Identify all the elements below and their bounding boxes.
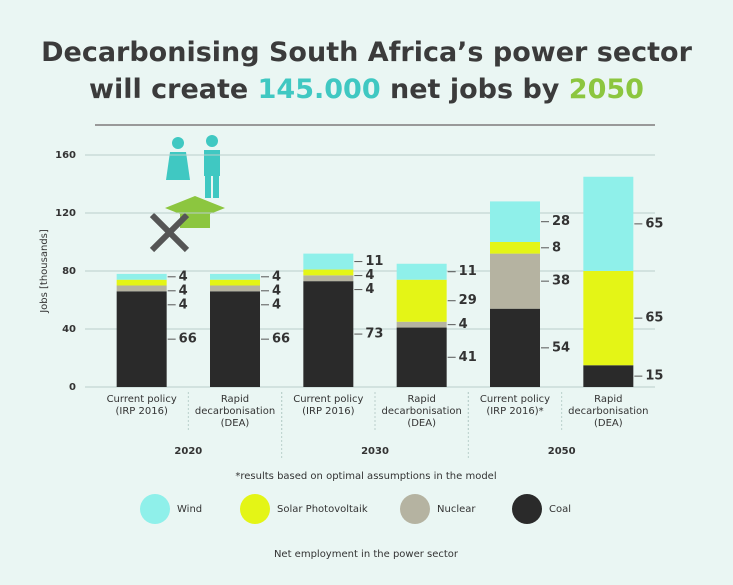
- bar-segment: [396, 263, 447, 280]
- bar-segment: [396, 279, 447, 322]
- bar-segment: [303, 269, 354, 276]
- y-tick-label: 160: [55, 150, 76, 161]
- x-tick-label: (IRP 2016): [302, 406, 354, 417]
- value-label: 15: [645, 369, 663, 384]
- title-line: Decarbonising South Africa’s power secto…: [41, 37, 692, 68]
- value-label: 28: [552, 214, 570, 229]
- title-highlight: 145.000: [257, 74, 381, 105]
- x-tick-label: (DEA): [221, 418, 250, 429]
- title-line: will create 145.000 net jobs by 2050: [0, 71, 733, 108]
- footnote: *results based on optimal assumptions in…: [235, 471, 496, 482]
- value-label: 4: [365, 282, 374, 297]
- value-label: 66: [179, 332, 197, 347]
- value-label: 38: [552, 274, 570, 289]
- value-label: 4: [365, 268, 374, 283]
- value-label: 73: [365, 327, 383, 342]
- bar-segment: [490, 201, 540, 242]
- bar-segment: [116, 279, 167, 286]
- y-tick-label: 120: [55, 208, 76, 219]
- bar-segment: [490, 242, 540, 254]
- title-part: will create: [89, 74, 249, 105]
- bar-segment: [303, 253, 354, 270]
- bar-segment: [583, 365, 634, 387]
- legend-label: Wind: [177, 504, 202, 515]
- x-tick-label: (DEA): [407, 418, 436, 429]
- illustration: [149, 135, 225, 253]
- y-tick-label: 0: [69, 382, 76, 393]
- legend-icon: [240, 494, 270, 524]
- legend-label: Coal: [549, 504, 571, 515]
- x-tick-label: Rapid: [221, 394, 249, 405]
- bar-segment: [303, 281, 354, 387]
- value-label: 4: [179, 297, 188, 312]
- value-label: 41: [459, 350, 477, 365]
- caption: Net employment in the power sector: [274, 549, 459, 560]
- legend-label: Nuclear: [437, 504, 476, 515]
- legend-icon: [512, 494, 542, 524]
- bar-segment: [303, 275, 354, 282]
- x-tick-label: (IRP 2016)*: [486, 406, 543, 417]
- title-part: net jobs by: [390, 74, 560, 105]
- y-tick-label: 80: [62, 266, 76, 277]
- x-tick-label: Current policy: [107, 394, 177, 405]
- x-tick-label: decarbonisation: [382, 406, 462, 417]
- group-label: 2020: [174, 446, 202, 457]
- bar-segment: [116, 291, 167, 387]
- bar-segment: [116, 285, 167, 292]
- value-label: 65: [645, 311, 663, 326]
- bar-segment: [210, 285, 260, 292]
- x-tick-label: Rapid: [407, 394, 435, 405]
- x-tick-label: (IRP 2016): [115, 406, 167, 417]
- bar-segment: [116, 273, 167, 280]
- value-label: 54: [552, 340, 570, 355]
- y-tick-label: 40: [62, 324, 76, 335]
- value-label: 65: [645, 216, 663, 231]
- group-label: 2050: [548, 446, 576, 457]
- legend-icon: [400, 494, 430, 524]
- bar-segment: [583, 271, 634, 366]
- x-tick-label: Rapid: [594, 394, 622, 405]
- x-tick-label: (DEA): [594, 418, 623, 429]
- value-label: 66: [272, 332, 290, 347]
- bar-segment: [210, 273, 260, 280]
- bar-segment: [583, 176, 634, 271]
- x-tick-label: decarbonisation: [195, 406, 275, 417]
- value-label: 4: [272, 269, 281, 284]
- value-label: 8: [552, 240, 561, 255]
- bar-segment: [396, 321, 447, 328]
- x-tick-label: Current policy: [480, 394, 550, 405]
- value-label: 4: [459, 317, 468, 332]
- value-label: 4: [179, 269, 188, 284]
- value-label: 4: [272, 283, 281, 298]
- bar-segment: [490, 253, 540, 309]
- title-highlight: 2050: [568, 74, 644, 105]
- x-tick-label: decarbonisation: [568, 406, 648, 417]
- group-label: 2030: [361, 446, 389, 457]
- value-label: 4: [179, 283, 188, 298]
- bar-segment: [210, 291, 260, 387]
- value-label: 29: [459, 293, 477, 308]
- value-label: 11: [459, 264, 477, 279]
- y-axis-label: Jobs [thousands]: [39, 229, 50, 314]
- value-label: 4: [272, 297, 281, 312]
- bar-segment: [210, 279, 260, 286]
- chart-title: Decarbonising South Africa’s power secto…: [0, 34, 733, 108]
- legend-icon: [140, 494, 170, 524]
- bar-segment: [490, 308, 540, 387]
- value-label: 11: [365, 254, 383, 269]
- legend-label: Solar Photovoltaik: [277, 504, 368, 515]
- bar-segment: [396, 327, 447, 387]
- x-tick-label: Current policy: [293, 394, 363, 405]
